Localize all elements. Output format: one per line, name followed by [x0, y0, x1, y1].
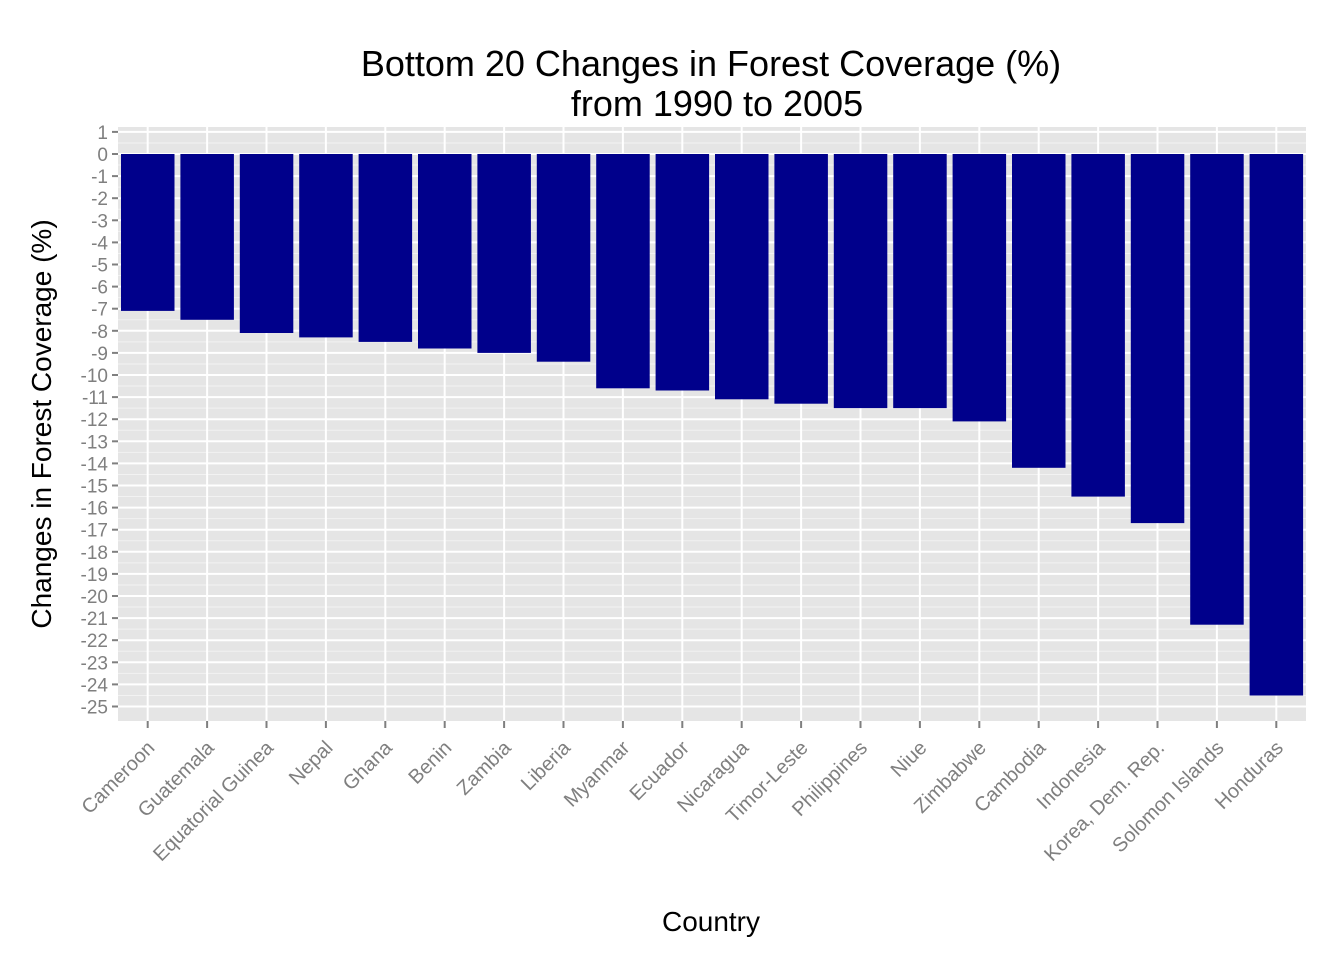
- bar: [239, 154, 294, 333]
- y-tick-label: -2: [91, 189, 108, 210]
- plot-panel: [118, 127, 1306, 721]
- y-tick-label: -14: [81, 454, 109, 475]
- bar: [833, 154, 888, 409]
- y-tick-label: -23: [81, 653, 108, 674]
- y-axis: 10-1-2-3-4-5-6-7-8-9-10-11-12-13-14-15-1…: [81, 123, 118, 719]
- y-tick-label: -11: [82, 388, 108, 409]
- y-tick-label: -15: [81, 477, 108, 498]
- bar: [358, 154, 413, 342]
- y-tick-label: -6: [91, 278, 108, 299]
- bar: [1012, 154, 1066, 468]
- bar: [299, 154, 353, 338]
- bar: [418, 154, 472, 349]
- x-axis-title: Country: [662, 906, 760, 937]
- chart-subtitle: from 1990 to 2005: [571, 83, 863, 124]
- y-tick-label: -22: [81, 631, 108, 652]
- x-tick-label: Zambia: [453, 736, 516, 799]
- x-tick-label: Ghana: [339, 736, 398, 795]
- y-tick-label: -19: [81, 565, 108, 586]
- y-axis-title: Changes in Forest Coverage (%): [26, 219, 57, 628]
- bar: [477, 154, 531, 353]
- y-tick-label: -20: [81, 587, 108, 608]
- bar: [893, 154, 947, 409]
- y-tick-label: -1: [91, 167, 108, 188]
- y-tick-label: -21: [81, 609, 108, 630]
- bar: [1249, 154, 1304, 696]
- y-tick-label: -16: [81, 499, 108, 520]
- bar: [1190, 154, 1244, 625]
- y-tick-label: 0: [97, 145, 108, 166]
- bars: [121, 154, 1304, 696]
- chart-title: Bottom 20 Changes in Forest Coverage (%): [361, 43, 1061, 84]
- y-tick-label: -17: [81, 521, 108, 542]
- bar: [1130, 154, 1185, 524]
- x-tick-label: Liberia: [517, 736, 576, 795]
- y-tick-label: -25: [81, 698, 108, 719]
- y-tick-label: -13: [81, 432, 108, 453]
- y-tick-label: -10: [81, 366, 108, 387]
- y-tick-label: -18: [81, 543, 108, 564]
- x-tick-label: Nepal: [285, 737, 338, 790]
- y-tick-label: -8: [91, 322, 108, 343]
- bar: [121, 154, 175, 311]
- bar: [596, 154, 650, 389]
- y-tick-label: 1: [97, 123, 108, 144]
- bar: [655, 154, 710, 391]
- x-tick-label: Niue: [887, 737, 932, 782]
- x-tick-label: Solomon Islands: [1108, 737, 1228, 857]
- y-tick-label: -12: [81, 410, 108, 431]
- bar: [774, 154, 828, 404]
- x-tick-label: Benin: [405, 737, 457, 789]
- bar: [952, 154, 1007, 422]
- y-tick-label: -7: [91, 300, 108, 321]
- y-tick-label: -4: [91, 233, 108, 254]
- bar: [715, 154, 769, 400]
- y-tick-label: -3: [91, 211, 108, 232]
- bar: [536, 154, 591, 362]
- y-tick-label: -5: [91, 256, 108, 277]
- x-tick-label: Myanmar: [560, 737, 635, 812]
- bar: [1071, 154, 1125, 497]
- y-tick-label: -24: [81, 675, 109, 696]
- y-tick-label: -9: [91, 344, 108, 365]
- bar: [180, 154, 234, 320]
